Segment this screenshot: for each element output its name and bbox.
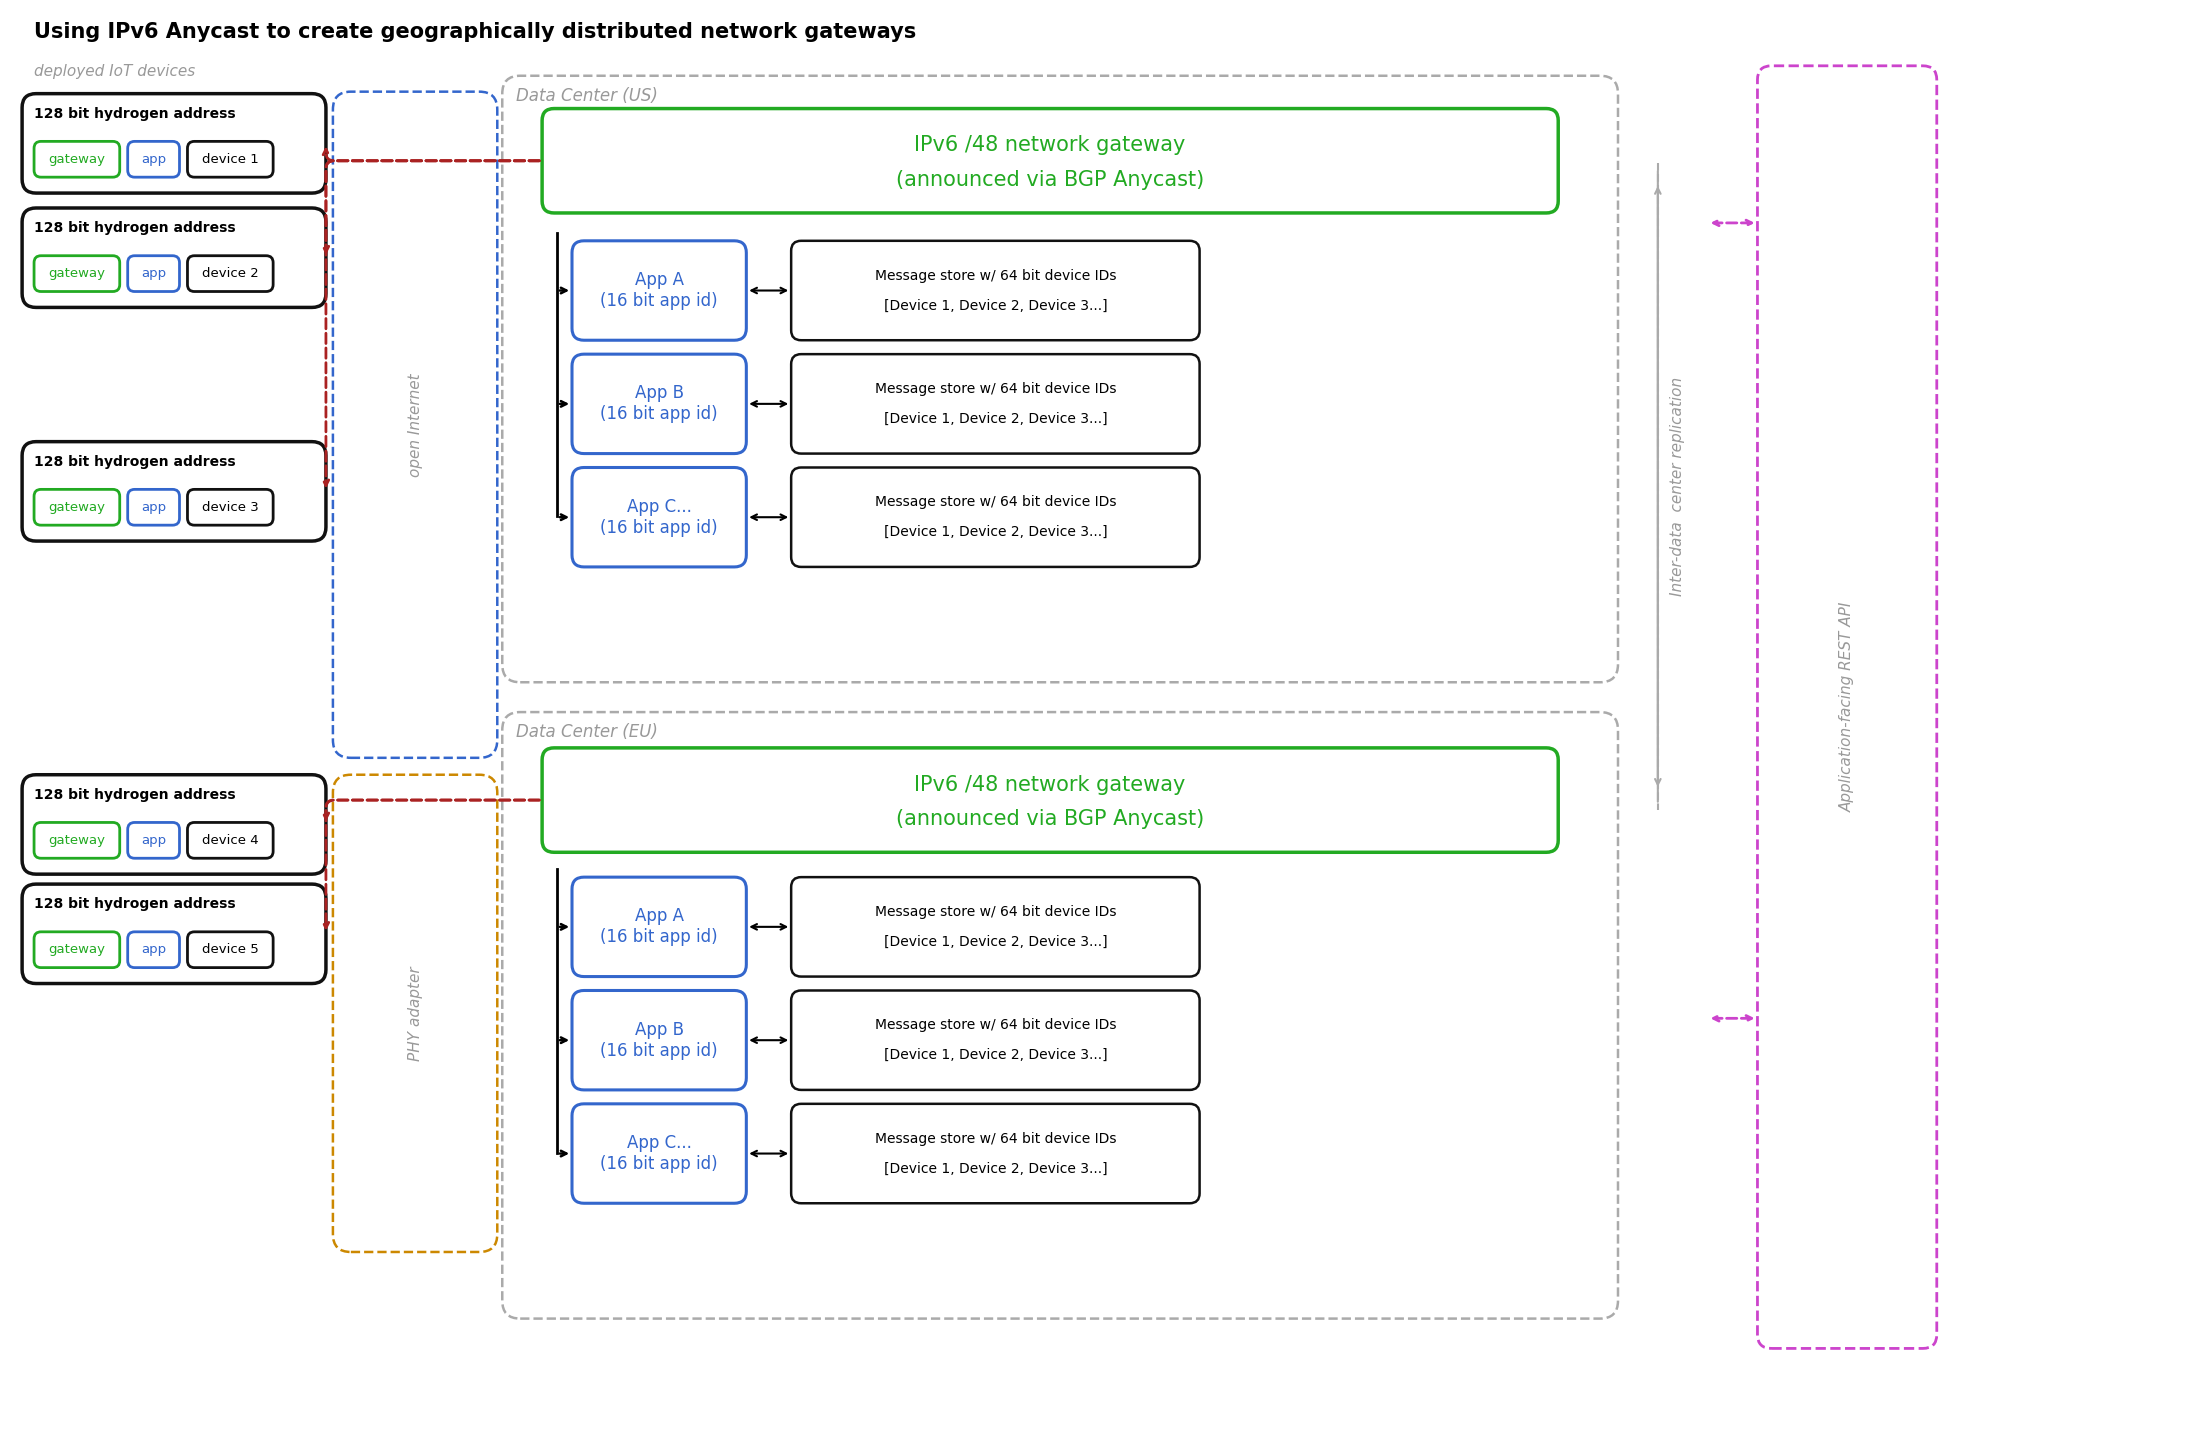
FancyBboxPatch shape bbox=[127, 256, 179, 291]
FancyBboxPatch shape bbox=[35, 256, 120, 291]
Text: gateway: gateway bbox=[48, 153, 105, 166]
Text: (announced via BGP Anycast): (announced via BGP Anycast) bbox=[897, 170, 1205, 191]
FancyBboxPatch shape bbox=[792, 991, 1201, 1090]
FancyBboxPatch shape bbox=[127, 931, 179, 968]
Text: PHY adapter: PHY adapter bbox=[407, 966, 422, 1061]
Text: Message store w/ 64 bit device IDs: Message store w/ 64 bit device IDs bbox=[875, 495, 1115, 509]
Text: gateway: gateway bbox=[48, 943, 105, 956]
Text: Message store w/ 64 bit device IDs: Message store w/ 64 bit device IDs bbox=[875, 269, 1115, 282]
FancyBboxPatch shape bbox=[188, 489, 273, 525]
FancyBboxPatch shape bbox=[22, 208, 326, 307]
FancyBboxPatch shape bbox=[35, 931, 120, 968]
FancyBboxPatch shape bbox=[792, 1104, 1201, 1203]
FancyBboxPatch shape bbox=[792, 242, 1201, 340]
FancyBboxPatch shape bbox=[573, 1104, 746, 1203]
Text: [Device 1, Device 2, Device 3...]: [Device 1, Device 2, Device 3...] bbox=[884, 412, 1107, 426]
FancyBboxPatch shape bbox=[22, 93, 326, 194]
FancyBboxPatch shape bbox=[542, 748, 1557, 853]
Text: App C...
(16 bit app id): App C... (16 bit app id) bbox=[601, 1133, 717, 1173]
Text: 128 bit hydrogen address: 128 bit hydrogen address bbox=[35, 454, 236, 469]
Text: app: app bbox=[140, 153, 166, 166]
Text: Data Center (EU): Data Center (EU) bbox=[516, 723, 658, 741]
Text: Using IPv6 Anycast to create geographically distributed network gateways: Using IPv6 Anycast to create geographica… bbox=[35, 22, 916, 42]
Text: Message store w/ 64 bit device IDs: Message store w/ 64 bit device IDs bbox=[875, 1018, 1115, 1032]
Text: gateway: gateway bbox=[48, 268, 105, 281]
FancyBboxPatch shape bbox=[188, 931, 273, 968]
FancyBboxPatch shape bbox=[22, 885, 326, 984]
FancyBboxPatch shape bbox=[188, 256, 273, 291]
Text: device 5: device 5 bbox=[201, 943, 258, 956]
FancyBboxPatch shape bbox=[22, 774, 326, 874]
Text: IPv6 /48 network gateway: IPv6 /48 network gateway bbox=[914, 135, 1185, 156]
FancyBboxPatch shape bbox=[792, 354, 1201, 454]
Text: Inter-data  center replication: Inter-data center replication bbox=[1671, 377, 1686, 597]
Text: [Device 1, Device 2, Device 3...]: [Device 1, Device 2, Device 3...] bbox=[884, 298, 1107, 313]
Text: 128 bit hydrogen address: 128 bit hydrogen address bbox=[35, 787, 236, 802]
Text: open Internet: open Internet bbox=[407, 372, 422, 477]
Text: deployed IoT devices: deployed IoT devices bbox=[35, 64, 195, 79]
Text: app: app bbox=[140, 834, 166, 847]
FancyBboxPatch shape bbox=[127, 489, 179, 525]
FancyBboxPatch shape bbox=[127, 141, 179, 178]
FancyBboxPatch shape bbox=[22, 442, 326, 541]
Text: device 2: device 2 bbox=[201, 268, 258, 281]
Text: App B
(16 bit app id): App B (16 bit app id) bbox=[601, 1021, 717, 1059]
Text: Message store w/ 64 bit device IDs: Message store w/ 64 bit device IDs bbox=[875, 383, 1115, 396]
Text: Message store w/ 64 bit device IDs: Message store w/ 64 bit device IDs bbox=[875, 1132, 1115, 1145]
Text: App B
(16 bit app id): App B (16 bit app id) bbox=[601, 384, 717, 423]
Text: App A
(16 bit app id): App A (16 bit app id) bbox=[601, 908, 717, 946]
Text: gateway: gateway bbox=[48, 834, 105, 847]
Text: device 3: device 3 bbox=[201, 501, 258, 514]
Text: IPv6 /48 network gateway: IPv6 /48 network gateway bbox=[914, 774, 1185, 794]
Text: app: app bbox=[140, 501, 166, 514]
Text: device 4: device 4 bbox=[201, 834, 258, 847]
FancyBboxPatch shape bbox=[573, 354, 746, 454]
Text: Data Center (US): Data Center (US) bbox=[516, 87, 658, 105]
FancyBboxPatch shape bbox=[573, 991, 746, 1090]
Text: app: app bbox=[140, 268, 166, 281]
FancyBboxPatch shape bbox=[573, 242, 746, 340]
FancyBboxPatch shape bbox=[35, 141, 120, 178]
Text: 128 bit hydrogen address: 128 bit hydrogen address bbox=[35, 221, 236, 234]
FancyBboxPatch shape bbox=[792, 877, 1201, 976]
Text: App C...
(16 bit app id): App C... (16 bit app id) bbox=[601, 498, 717, 537]
FancyBboxPatch shape bbox=[127, 822, 179, 858]
FancyBboxPatch shape bbox=[35, 822, 120, 858]
Text: 128 bit hydrogen address: 128 bit hydrogen address bbox=[35, 896, 236, 911]
Text: App A
(16 bit app id): App A (16 bit app id) bbox=[601, 271, 717, 310]
Text: [Device 1, Device 2, Device 3...]: [Device 1, Device 2, Device 3...] bbox=[884, 1048, 1107, 1062]
FancyBboxPatch shape bbox=[573, 467, 746, 567]
Text: app: app bbox=[140, 943, 166, 956]
FancyBboxPatch shape bbox=[792, 467, 1201, 567]
Text: [Device 1, Device 2, Device 3...]: [Device 1, Device 2, Device 3...] bbox=[884, 1161, 1107, 1176]
FancyBboxPatch shape bbox=[188, 822, 273, 858]
FancyBboxPatch shape bbox=[188, 141, 273, 178]
Text: Application-facing REST API: Application-facing REST API bbox=[1839, 602, 1855, 812]
Text: Message store w/ 64 bit device IDs: Message store w/ 64 bit device IDs bbox=[875, 905, 1115, 920]
FancyBboxPatch shape bbox=[35, 489, 120, 525]
Text: gateway: gateway bbox=[48, 501, 105, 514]
Text: device 1: device 1 bbox=[201, 153, 258, 166]
FancyBboxPatch shape bbox=[573, 877, 746, 976]
Text: 128 bit hydrogen address: 128 bit hydrogen address bbox=[35, 106, 236, 121]
Text: [Device 1, Device 2, Device 3...]: [Device 1, Device 2, Device 3...] bbox=[884, 525, 1107, 540]
FancyBboxPatch shape bbox=[542, 109, 1557, 212]
Text: (announced via BGP Anycast): (announced via BGP Anycast) bbox=[897, 809, 1205, 829]
Text: [Device 1, Device 2, Device 3...]: [Device 1, Device 2, Device 3...] bbox=[884, 934, 1107, 949]
